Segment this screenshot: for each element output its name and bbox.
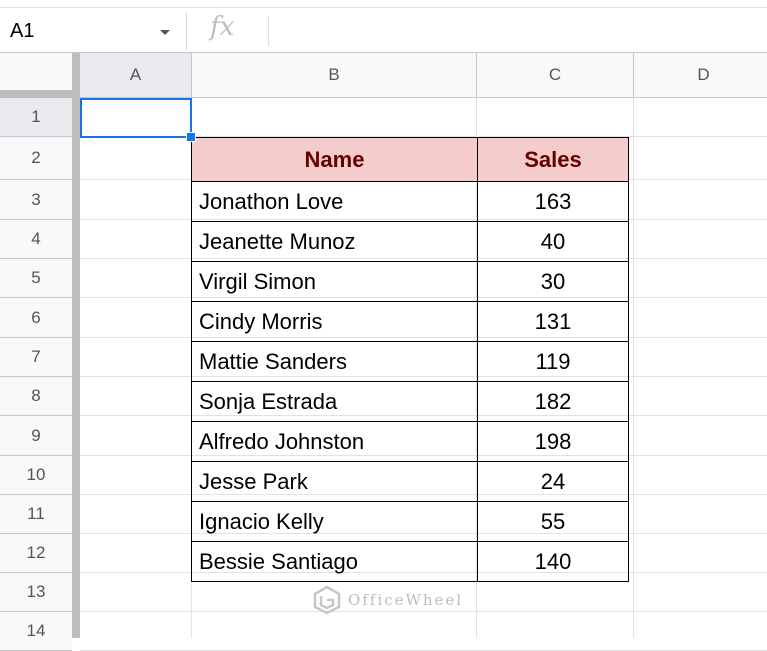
table-row: Jonathon Love 163 — [191, 181, 629, 222]
row-header-5[interactable]: 5 — [0, 259, 72, 298]
row-header-4[interactable]: 4 — [0, 220, 72, 259]
row-header-6[interactable]: 6 — [0, 298, 72, 338]
officewheel-logo-icon — [313, 585, 341, 615]
name-cell[interactable]: Cindy Morris — [191, 301, 478, 342]
header-name[interactable]: Name — [191, 137, 478, 182]
table-row: Sonja Estrada 182 — [191, 381, 629, 422]
row-header-11[interactable]: 11 — [0, 495, 72, 534]
name-cell[interactable]: Ignacio Kelly — [191, 501, 478, 542]
sales-cell[interactable]: 140 — [477, 541, 629, 582]
freeze-column-handle[interactable] — [72, 53, 80, 638]
divider — [186, 12, 187, 50]
sales-cell[interactable]: 131 — [477, 301, 629, 342]
row-header-12[interactable]: 12 — [0, 534, 72, 573]
sales-cell[interactable]: 182 — [477, 381, 629, 422]
row-header-1[interactable]: 1 — [0, 98, 72, 137]
sales-cell[interactable]: 119 — [477, 341, 629, 382]
row-header-14[interactable]: 14 — [0, 612, 72, 651]
watermark-text: OfficeWheel — [348, 591, 464, 609]
column-header-b[interactable]: B — [192, 53, 477, 98]
table-row: Cindy Morris 131 — [191, 301, 629, 342]
row-header-2[interactable]: 2 — [0, 137, 72, 180]
row-header-7[interactable]: 7 — [0, 338, 72, 377]
fill-handle[interactable] — [186, 132, 196, 142]
formula-bar — [0, 8, 767, 53]
divider — [268, 16, 269, 46]
sales-cell[interactable]: 198 — [477, 421, 629, 462]
column-header-c[interactable]: C — [477, 53, 634, 98]
sales-cell[interactable]: 163 — [477, 181, 629, 222]
name-box-dropdown-icon[interactable] — [160, 30, 170, 35]
name-cell[interactable]: Mattie Sanders — [191, 341, 478, 382]
gridline — [80, 136, 767, 137]
sales-cell[interactable]: 30 — [477, 261, 629, 302]
name-cell[interactable]: Bessie Santiago — [191, 541, 478, 582]
table-row: Jesse Park 24 — [191, 461, 629, 502]
row-header-10[interactable]: 10 — [0, 456, 72, 495]
name-cell[interactable]: Jeanette Munoz — [191, 221, 478, 262]
sales-cell[interactable]: 24 — [477, 461, 629, 502]
name-cell[interactable]: Virgil Simon — [191, 261, 478, 302]
row-header-3[interactable]: 3 — [0, 180, 72, 220]
header-sales[interactable]: Sales — [477, 137, 629, 182]
freeze-row-handle[interactable] — [0, 90, 80, 98]
watermark: OfficeWheel — [312, 585, 463, 615]
column-header-d[interactable]: D — [634, 53, 767, 98]
table-row: Bessie Santiago 140 — [191, 541, 629, 582]
top-strip — [0, 0, 767, 8]
name-cell[interactable]: Sonja Estrada — [191, 381, 478, 422]
gridline — [633, 98, 634, 638]
table-row: Alfredo Johnston 198 — [191, 421, 629, 462]
row-header-9[interactable]: 9 — [0, 416, 72, 456]
name-cell[interactable]: Jonathon Love — [191, 181, 478, 222]
table-row: Mattie Sanders 119 — [191, 341, 629, 382]
table-row: Jeanette Munoz 40 — [191, 221, 629, 262]
sales-cell[interactable]: 40 — [477, 221, 629, 262]
sales-table: Name Sales Jonathon Love 163 Jeanette Muno… — [191, 137, 629, 582]
gridline — [80, 611, 767, 612]
column-header-a[interactable]: A — [80, 53, 192, 98]
name-cell[interactable]: Jesse Park — [191, 461, 478, 502]
name-cell[interactable]: Alfredo Johnston — [191, 421, 478, 462]
row-header-13[interactable]: 13 — [0, 573, 72, 612]
name-box[interactable]: A1 — [10, 20, 35, 42]
table-row: Ignacio Kelly 55 — [191, 501, 629, 542]
fx-icon: fx — [210, 12, 235, 42]
formula-input[interactable] — [280, 14, 760, 48]
sales-cell[interactable]: 55 — [477, 501, 629, 542]
selected-cell-a1[interactable] — [80, 98, 192, 138]
row-header-8[interactable]: 8 — [0, 377, 72, 416]
table-row: Virgil Simon 30 — [191, 261, 629, 302]
